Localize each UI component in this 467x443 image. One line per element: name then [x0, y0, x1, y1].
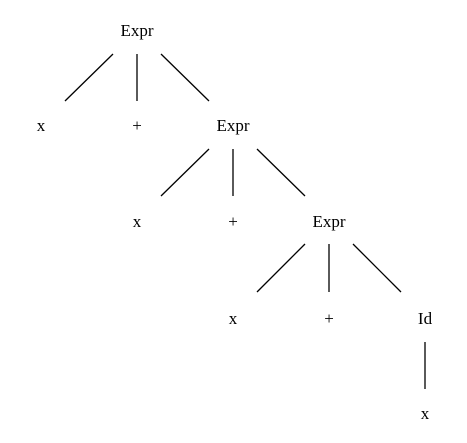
- node-x-leaf: x: [421, 404, 430, 423]
- node-id: Id: [418, 309, 433, 328]
- node-x-level1: x: [37, 116, 46, 135]
- edge-expr3-x: [256, 243, 306, 293]
- node-expr-level2: Expr: [312, 212, 345, 231]
- tree-nodes: Expr x + Expr x + Expr x + Id x: [37, 21, 433, 423]
- edge-expr2-x: [160, 148, 210, 197]
- node-plus-level2: +: [228, 212, 238, 231]
- node-x-level2: x: [133, 212, 142, 231]
- edge-expr3-id: [352, 243, 402, 293]
- edge-expr2-expr3: [256, 148, 306, 197]
- node-expr-level1: Expr: [216, 116, 249, 135]
- node-expr-root: Expr: [120, 21, 153, 40]
- node-x-level3: x: [229, 309, 238, 328]
- edge-expr1-expr2: [160, 53, 210, 102]
- edge-expr1-x: [64, 53, 114, 102]
- node-plus-level1: +: [132, 116, 142, 135]
- node-plus-level3: +: [324, 309, 334, 328]
- tree-edges: [64, 53, 426, 389]
